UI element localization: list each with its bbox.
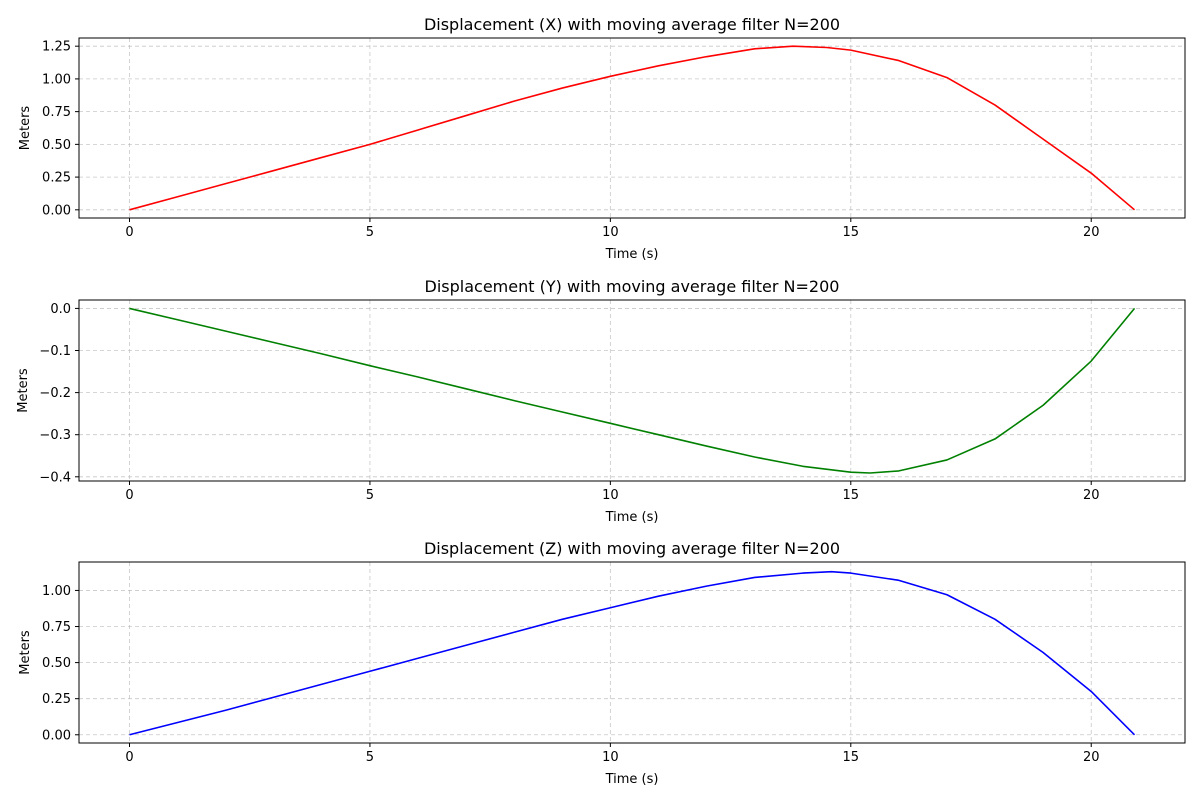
x-tick-label: 0 [125,488,133,503]
chart-title: Displacement (Y) with moving average fil… [425,277,840,296]
subplot-1: 0 5 10 15 20 0.00 0.25 0.50 0.75 1.00 1.25 Displace… [18,15,1186,262]
x-tick-label: 0 [125,750,133,765]
x-tick-label: 10 [602,225,619,240]
x-tick-label: 15 [843,750,860,765]
y-tick-label: 0.75 [42,620,71,635]
x-tick-label: 10 [602,488,619,503]
x-axis-label: Time (s) [605,510,659,525]
subplot-3: 0 5 10 15 20 0.00 0.25 0.50 0.75 1.00 Displacement… [18,539,1186,787]
x-tick-label: 20 [1083,750,1100,765]
chart-title: Displacement (Z) with moving average fil… [424,539,840,558]
y-tick-label: 1.25 [42,40,71,55]
y-tick-label: 0.50 [42,656,71,671]
x-tick-label: 5 [366,488,374,503]
x-tick-label: 20 [1083,488,1100,503]
axes-frame [78,299,1186,482]
y-axis-label: Meters [18,106,33,151]
series-line-1 [129,570,1136,736]
x-tick-label: 0 [125,225,133,240]
x-tick-label: 15 [843,488,860,503]
y-tick-label: 1.00 [42,584,71,599]
chart-title: Displacement (X) with moving average fil… [424,15,840,34]
y-tick-label: 0.25 [42,692,71,707]
x-tick-label: 10 [602,750,619,765]
y-tick-label: 0.00 [42,203,71,218]
y-tick-label: 0.25 [42,171,71,186]
x-axis-label: Time (s) [605,247,659,262]
y-tick-label: 1.00 [42,72,71,87]
x-axis-label: Time (s) [605,772,659,787]
y-tick-label: −0.4 [39,470,71,485]
y-tick-label: −0.1 [39,344,71,359]
y-axis-label: Meters [16,368,31,413]
series-line-1 [129,45,1136,211]
y-tick-label: −0.3 [39,428,71,443]
axes-frame [78,561,1186,744]
y-tick-label: 0.50 [42,138,71,153]
y-axis-label: Meters [18,630,33,675]
y-tick-label: −0.2 [39,386,71,401]
x-tick-label: 5 [366,750,374,765]
x-tick-label: 5 [366,225,374,240]
x-tick-label: 20 [1083,225,1100,240]
y-tick-label: 0.75 [42,105,71,120]
x-tick-label: 15 [843,225,860,240]
series-line-1 [129,307,1136,474]
axes-frame [78,37,1186,219]
subplot-2: 0 5 10 15 20 0.0 −0.1 −0.2 −0.3 −0.4 Displacement … [16,277,1186,525]
y-tick-label: 0.0 [50,302,71,317]
y-tick-label: 0.00 [42,728,71,743]
